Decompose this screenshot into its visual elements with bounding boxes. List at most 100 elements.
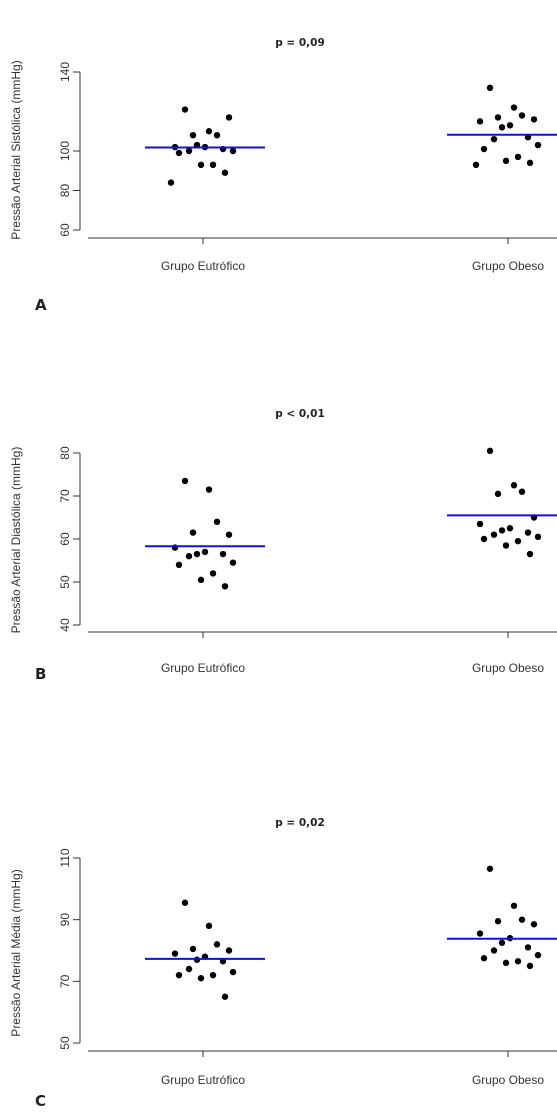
panel-c-data-point: [175, 971, 183, 979]
panel-b-y-tick-label: 80: [58, 446, 72, 460]
panel-b-y-tick-label: 60: [58, 532, 72, 546]
panel-c-data-point: [486, 865, 494, 872]
panel-b-data-point: [534, 533, 542, 541]
panel-b-data-point: [506, 525, 514, 532]
panel-letter-b: B: [35, 665, 47, 683]
panel-c-data-point: [524, 944, 532, 951]
panel-a-data-point: [167, 179, 175, 186]
panel-a-data-point: [514, 153, 522, 161]
panel-a-data-point: [225, 114, 233, 121]
panel-a-data-point: [518, 112, 526, 119]
panel-b-data-point: [221, 583, 229, 590]
panel-c-data-point: [530, 921, 538, 928]
panel-b-data-point: [225, 531, 233, 538]
panel-c-y-tick-label: 50: [58, 1036, 72, 1050]
panel-b-data-point: [193, 550, 201, 558]
panel-b-y-tick-label: 50: [58, 575, 72, 589]
panel-b-title: p < 0,01: [275, 408, 325, 420]
panel-b-y-tick-label: 40: [58, 618, 72, 632]
panel-a-data-point: [502, 157, 510, 165]
panel-b-data-point: [213, 518, 221, 525]
panel-c-data-point: [229, 968, 237, 976]
panel-a-data-point: [205, 128, 213, 135]
panel-a-y-tick-label: 80: [58, 184, 72, 198]
panel-c-data-point: [213, 941, 221, 948]
panel-b-data-point: [189, 529, 197, 536]
panel-c-title: p = 0,02: [275, 817, 325, 829]
panel-c-data-point: [476, 930, 484, 937]
panel-a-data-point: [486, 84, 494, 92]
panel-letter-c: C: [35, 1092, 47, 1110]
panel-b-data-point: [486, 447, 494, 455]
panel-b-data-point: [480, 535, 488, 543]
panel-c-data-point: [534, 951, 542, 959]
panel-a-data-point: [213, 132, 221, 139]
panel-a-data-point: [229, 147, 237, 155]
panel-a-data-point: [181, 106, 189, 113]
panel-a-y-tick-label: 140: [58, 62, 72, 82]
panel-c-data-point: [181, 899, 189, 906]
panel-a-x-tick-label: Grupo Eutrófico: [161, 259, 245, 273]
panel-a-data-point: [510, 104, 518, 111]
panel-a-data-point: [476, 118, 484, 125]
panel-c-data-point: [221, 993, 229, 1000]
panel-b-data-point: [197, 576, 205, 584]
panel-a-data-point: [197, 161, 205, 169]
panel-c-data-point: [526, 962, 534, 970]
panel-b-data-point: [494, 490, 502, 498]
panel-a-x-tick-label: Grupo Obeso: [472, 259, 544, 273]
panel-c-data-point: [494, 918, 502, 925]
panel-c-data-point: [205, 922, 213, 930]
panel-c-x-tick-label: Grupo Obeso: [472, 1073, 544, 1087]
panel-c-x-tick-label: Grupo Eutrófico: [161, 1073, 245, 1087]
panel-b-data-point: [490, 531, 498, 538]
panel-c-data-point: [480, 955, 488, 962]
panel-c-data-point: [225, 947, 233, 954]
panel-a-data-point: [530, 116, 538, 123]
panel-a-data-point: [472, 161, 480, 169]
panel-a-data-point: [534, 141, 542, 149]
panel-a-data-point: [494, 114, 502, 121]
panel-b-data-point: [514, 537, 522, 545]
panel-b-data-point: [229, 559, 237, 566]
panel-c-data-point: [171, 950, 179, 957]
panel-letter-a: A: [35, 296, 47, 314]
panel-a-data-point: [175, 149, 183, 157]
panel-b-data-point: [209, 570, 217, 577]
panel-c-data-point: [189, 945, 197, 953]
panel-b-y-axis-label: Pressão Arterial Diastólica (mmHg): [9, 447, 23, 634]
panel-a-data-point: [185, 147, 193, 155]
panel-c-y-tick-label: 110: [58, 848, 72, 867]
panel-c-data-point: [510, 902, 518, 909]
panel-a-y-axis-label: Pressão Arterial Sistólica (mmHg): [9, 60, 23, 239]
panel-b-y-tick-label: 70: [58, 489, 72, 503]
panel-a-data-point: [189, 132, 197, 139]
panel-b-x-tick-label: Grupo Eutrófico: [161, 661, 245, 675]
panel-b-data-point: [181, 477, 189, 485]
panel-c-y-axis-label: Pressão Arterial Média (mmHg): [9, 869, 23, 1036]
panel-b-data-point: [510, 482, 518, 489]
panel-c-data-point: [518, 916, 526, 923]
panel-a-data-point: [490, 135, 498, 143]
panel-b-data-point: [219, 550, 227, 558]
panel-a-data-point: [480, 145, 488, 153]
panel-b-data-point: [526, 550, 534, 558]
panel-c-data-point: [185, 965, 193, 973]
panel-a-data-point: [221, 169, 229, 176]
panel-b-data-point: [476, 520, 484, 528]
panel-b-data-point: [205, 486, 213, 493]
panel-a-y-tick-label: 60: [58, 223, 72, 237]
panel-a-data-point: [498, 124, 506, 131]
panel-b-data-point: [201, 548, 209, 556]
panel-a-data-point: [506, 122, 514, 129]
panel-c-y-tick-label: 70: [58, 974, 72, 988]
panel-a-title: p = 0,09: [275, 37, 325, 49]
panel-c-data-point: [209, 971, 217, 979]
panel-b-data-point: [175, 561, 183, 568]
panel-c-data-point: [197, 975, 205, 982]
panel-b-data-point: [185, 553, 193, 560]
panel-b-x-tick-label: Grupo Obeso: [472, 661, 544, 675]
panel-c-data-point: [490, 947, 498, 954]
panel-b-data-point: [524, 529, 532, 536]
